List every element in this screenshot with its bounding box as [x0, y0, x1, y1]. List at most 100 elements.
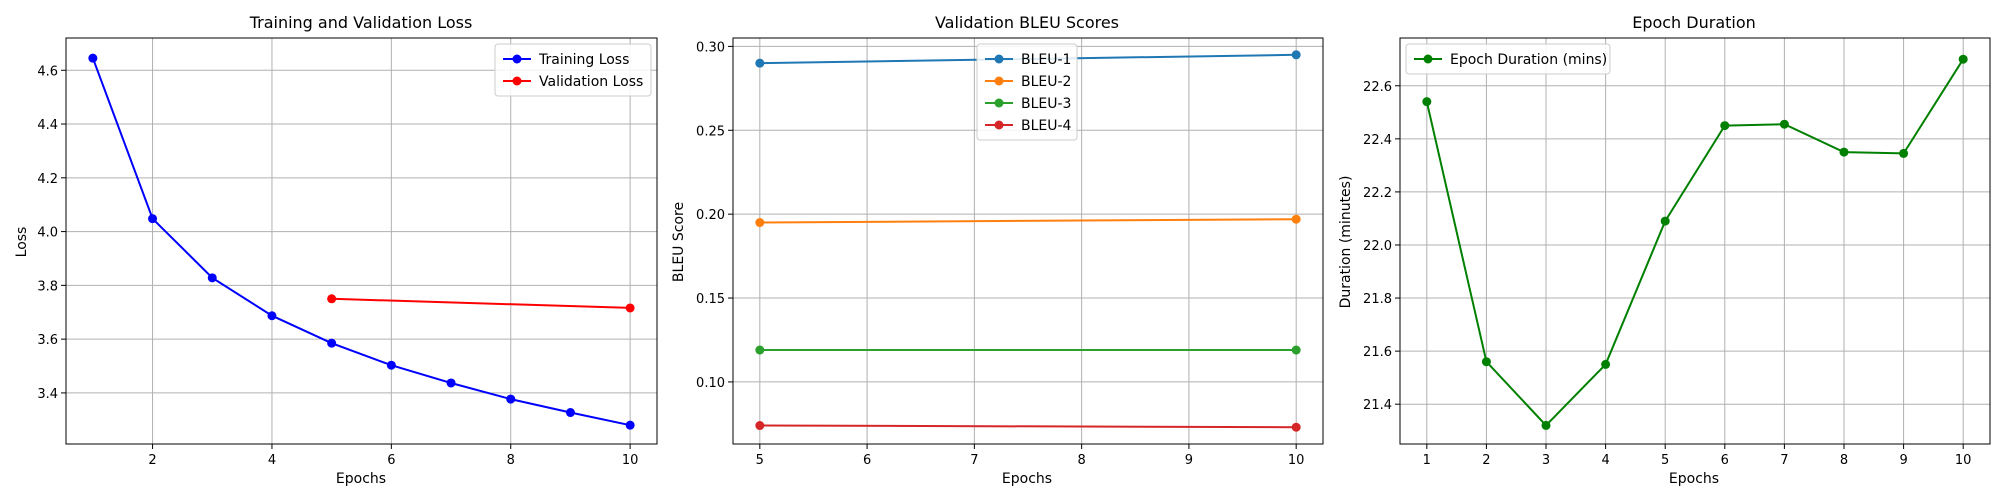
legend-label: BLEU-1 — [1021, 52, 1071, 68]
x-tick-label: 5 — [1661, 453, 1669, 468]
x-tick-label: 6 — [387, 453, 395, 468]
legend-label: Epoch Duration (mins) — [1450, 52, 1607, 68]
y-tick-label: 4.0 — [37, 226, 58, 241]
x-axis-label: Epochs — [336, 471, 386, 487]
data-point — [755, 218, 765, 228]
x-tick-label: 3 — [1542, 453, 1550, 468]
legend-label: BLEU-2 — [1021, 74, 1071, 90]
data-point — [267, 311, 277, 321]
legend-item: BLEU-1 — [985, 52, 1071, 68]
chart-title: Training and Validation Loss — [249, 13, 473, 32]
chart-title: Epoch Duration — [1632, 13, 1756, 32]
legend-marker — [512, 76, 522, 86]
legend-marker — [994, 120, 1004, 130]
data-point — [755, 421, 765, 431]
legend-marker — [994, 54, 1004, 64]
y-tick-label: 22.4 — [1363, 133, 1392, 148]
legend-item: BLEU-4 — [985, 118, 1072, 134]
bleu-chart-panel: Validation BLEU Scores Epochs BLEU Score… — [671, 13, 1324, 487]
x-axis-label: Epochs — [1669, 471, 1719, 487]
y-tick-label: 3.8 — [37, 279, 58, 294]
x-tick-label: 8 — [507, 453, 515, 468]
x-tick-label: 10 — [622, 453, 639, 468]
x-tick-label: 9 — [1899, 453, 1907, 468]
x-tick-label: 4 — [1601, 453, 1609, 468]
x-tick-label: 1 — [1423, 453, 1431, 468]
y-tick-label: 3.4 — [37, 387, 58, 402]
y-tick-label: 4.4 — [37, 118, 58, 133]
legend-item: BLEU-2 — [985, 74, 1071, 90]
legend-marker — [512, 54, 522, 64]
data-point — [755, 345, 765, 355]
series-line — [91, 57, 631, 427]
legend-label: Validation Loss — [539, 74, 643, 90]
axes-frame — [1399, 37, 1991, 445]
x-tick-label: 10 — [1955, 453, 1972, 468]
x-tick-label: 8 — [1840, 453, 1848, 468]
y-tick-label: 0.30 — [696, 40, 725, 55]
data-point — [1779, 119, 1789, 129]
x-tick-label: 7 — [1780, 453, 1788, 468]
legend: Epoch Duration (mins) — [1405, 43, 1611, 75]
data-point — [1291, 345, 1301, 355]
y-tick-label: 4.6 — [37, 64, 58, 79]
data-point — [327, 338, 337, 348]
y-tick-label: 22.6 — [1363, 80, 1392, 95]
x-tick-label: 8 — [1077, 453, 1085, 468]
data-point — [1899, 148, 1909, 158]
data-point — [386, 360, 396, 370]
legend-box — [494, 43, 652, 97]
data-point — [1958, 54, 1968, 64]
data-point — [1422, 97, 1432, 107]
data-point — [88, 53, 98, 63]
y-tick-label: 0.25 — [696, 124, 725, 139]
data-point — [625, 420, 635, 430]
data-point — [1291, 214, 1301, 224]
data-point — [148, 214, 158, 224]
legend: Training Loss Validation Loss — [494, 43, 652, 97]
data-point — [1291, 422, 1301, 432]
series-line — [1425, 58, 1965, 427]
data-point — [1660, 216, 1670, 226]
x-tick-label: 7 — [970, 453, 978, 468]
y-tick-label: 21.4 — [1363, 398, 1392, 413]
x-axis-label: Epochs — [1002, 471, 1052, 487]
chart-title: Validation BLEU Scores — [935, 13, 1119, 32]
axes-frame — [65, 37, 658, 445]
x-tick-label: 4 — [268, 453, 276, 468]
x-tick-label: 2 — [148, 453, 156, 468]
legend-marker — [994, 98, 1004, 108]
series-line — [331, 297, 631, 309]
x-tick-label: 10 — [1288, 453, 1305, 468]
y-tick-label: 21.8 — [1363, 292, 1392, 307]
legend-marker — [1423, 54, 1433, 64]
x-tick-label: 5 — [756, 453, 764, 468]
data-point — [327, 294, 337, 304]
series-line — [759, 424, 1297, 429]
loss-chart-panel: Training and Validation Loss Epochs Loss… — [14, 13, 658, 487]
legend-box — [976, 43, 1078, 141]
legend-item: Epoch Duration (mins) — [1414, 52, 1607, 68]
legend-label: Training Loss — [538, 52, 629, 68]
y-axis-label: BLEU Score — [671, 202, 687, 282]
legend-item: Validation Loss — [503, 74, 643, 90]
data-point — [1720, 121, 1730, 131]
data-point — [446, 378, 456, 388]
y-tick-label: 3.6 — [37, 333, 58, 348]
data-point — [1291, 50, 1301, 60]
x-tick-label: 2 — [1482, 453, 1490, 468]
legend-label: BLEU-3 — [1021, 96, 1071, 112]
data-point — [625, 303, 635, 313]
y-tick-label: 0.20 — [696, 208, 725, 223]
x-tick-label: 6 — [1721, 453, 1729, 468]
legend-marker — [994, 76, 1004, 86]
y-axis-label: Duration (minutes) — [1338, 176, 1354, 309]
x-tick-label: 9 — [1185, 453, 1193, 468]
data-point — [1541, 420, 1551, 430]
x-tick-label: 6 — [863, 453, 871, 468]
y-tick-label: 21.6 — [1363, 345, 1392, 360]
y-tick-label: 4.2 — [37, 172, 58, 187]
data-point — [1481, 357, 1491, 367]
data-point — [755, 58, 765, 68]
